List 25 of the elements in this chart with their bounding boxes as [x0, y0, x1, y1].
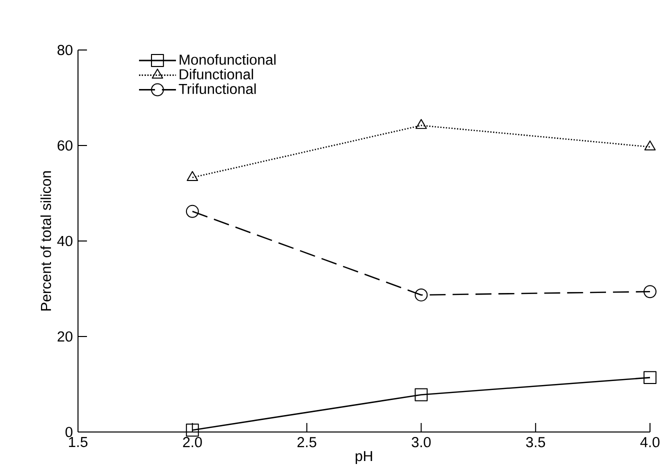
- y-tick-label: 80: [58, 44, 72, 56]
- x-tick-label: 1.5: [69, 437, 88, 448]
- legend-label: Trifunctional: [178, 83, 256, 94]
- point: [644, 140, 656, 150]
- x-tick-label: 4.0: [640, 437, 660, 448]
- point: [416, 118, 427, 129]
- point: [644, 285, 656, 298]
- x-axis-title: pH: [356, 451, 372, 464]
- x-tick-label: 3.5: [526, 437, 546, 448]
- point: [186, 424, 199, 437]
- y-axis-title: Percent of total silicon: [40, 171, 52, 310]
- x-tick-label: 2.5: [297, 437, 316, 448]
- x-tick-label: 2.0: [183, 437, 202, 448]
- point: [186, 204, 199, 218]
- point: [414, 388, 428, 402]
- point: [186, 171, 198, 181]
- y-tick-label: 20: [58, 331, 72, 342]
- y-tick-label: 40: [57, 236, 72, 246]
- x-tick-label: 3.0: [412, 437, 431, 448]
- y-tick-label: 0: [66, 426, 72, 438]
- legend-label: Difunctional: [180, 68, 254, 80]
- point: [644, 371, 656, 384]
- y-tick-label: 60: [58, 140, 72, 151]
- legend-label: Monofunctional: [180, 54, 276, 65]
- point: [414, 288, 428, 302]
